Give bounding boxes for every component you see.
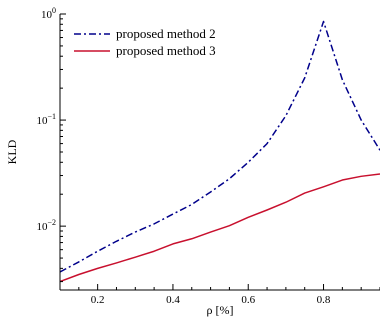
axes-layer bbox=[59, 14, 380, 291]
x-tick-label: 0.4 bbox=[166, 294, 180, 306]
y-axis-label: KLD bbox=[5, 139, 19, 164]
y-tick-label: 100 bbox=[41, 6, 56, 21]
legend: proposed method 2 proposed method 3 bbox=[74, 26, 216, 58]
y-tick-label: 10−1 bbox=[36, 112, 56, 127]
x-axis-label: ρ [%] bbox=[207, 303, 234, 317]
series-line-1 bbox=[60, 20, 380, 273]
x-tick-label: 0.2 bbox=[91, 294, 105, 306]
series-layer bbox=[60, 20, 380, 283]
x-tick-label: 0.8 bbox=[317, 294, 331, 306]
x-tick-label: 0.6 bbox=[241, 294, 255, 306]
series-line-2 bbox=[60, 173, 380, 283]
y-tick-label: 10−2 bbox=[36, 218, 56, 233]
legend-label-2: proposed method 3 bbox=[116, 43, 216, 58]
legend-label-1: proposed method 2 bbox=[116, 26, 216, 41]
ticks-layer: 0.2 0.4 0.6 0.8 10−2 10−1 100 bbox=[36, 6, 380, 306]
